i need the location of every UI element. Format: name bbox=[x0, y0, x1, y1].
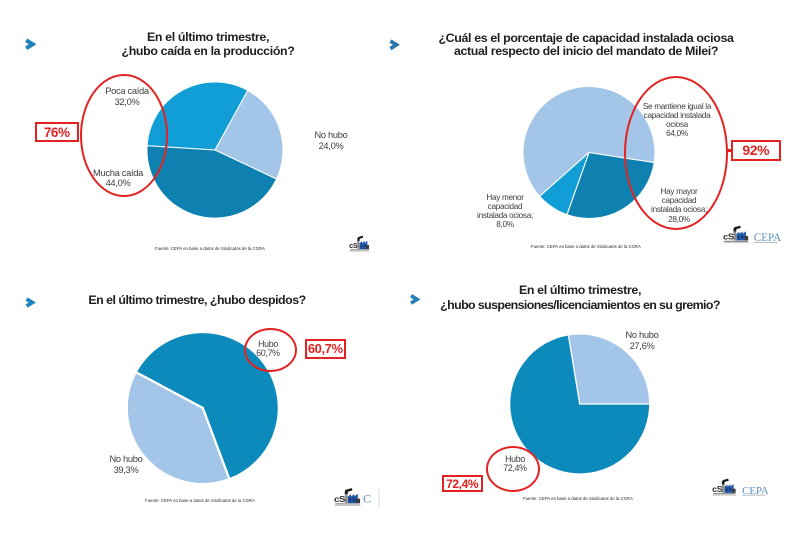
svg-text:cS: cS bbox=[712, 484, 723, 494]
svg-text:cS: cS bbox=[723, 232, 734, 241]
svg-text:C: C bbox=[363, 492, 371, 506]
svg-text:cS: cS bbox=[334, 495, 345, 504]
svg-text:cS: cS bbox=[349, 241, 358, 250]
svg-text:CEPA: CEPA bbox=[742, 485, 769, 497]
svg-text:CEPA: CEPA bbox=[754, 232, 781, 244]
